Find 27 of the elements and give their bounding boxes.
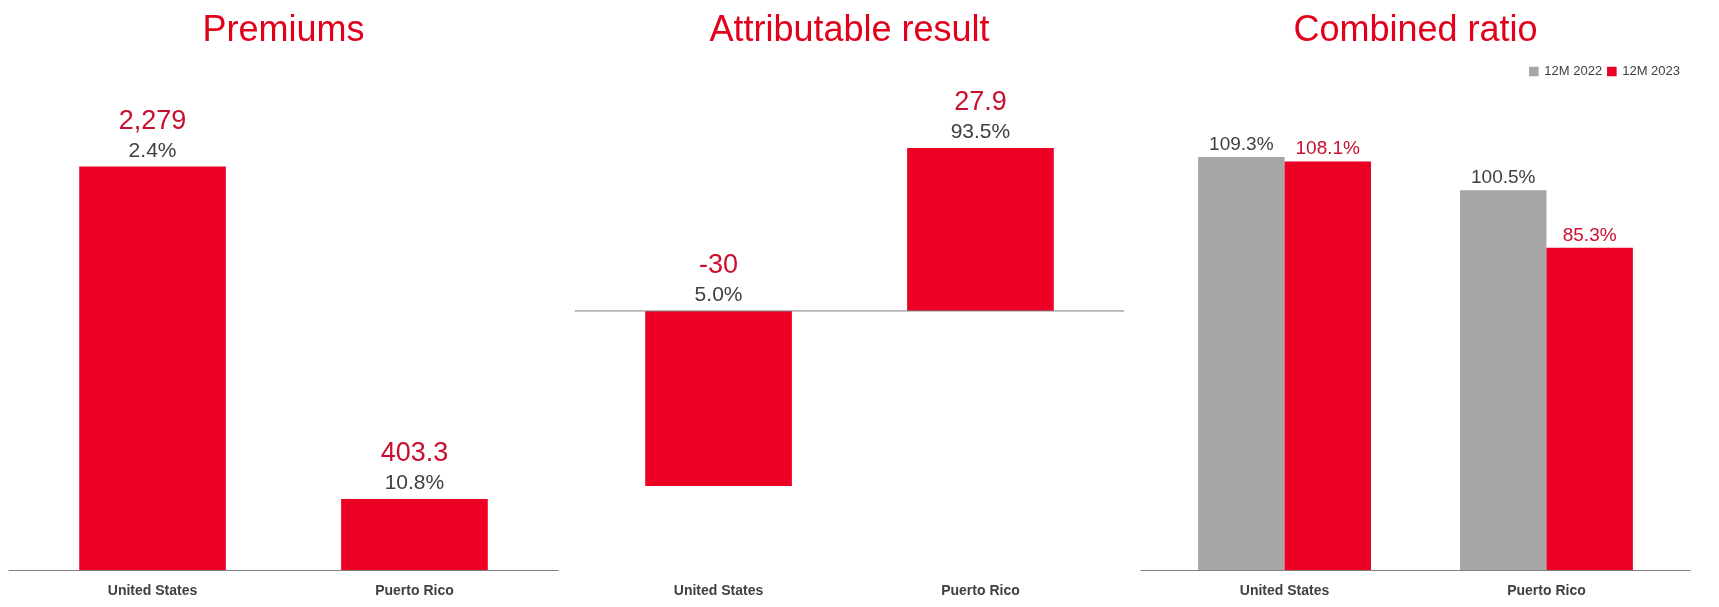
annotation: 10.8%: [384, 470, 445, 494]
x-tick-label: United States: [107, 581, 198, 598]
legend-label: 12M 2023: [1622, 63, 1680, 78]
data-label: 109.3%: [1209, 132, 1274, 154]
x-tick-label: Puerto Rico: [1507, 581, 1586, 598]
data-label: 100.5%: [1471, 166, 1536, 188]
data-label: 2,279: [118, 104, 187, 135]
bar: [1460, 190, 1547, 571]
annotation: 93.5%: [950, 119, 1011, 143]
x-tick-label: United States: [673, 581, 764, 598]
bar: [1546, 247, 1633, 571]
x-tick-label: Puerto Rico: [375, 581, 454, 598]
x-tick-label: United States: [1239, 581, 1330, 598]
bar: [1198, 156, 1285, 571]
chart-title: Premiums: [202, 7, 365, 49]
annotation: 5.0%: [694, 281, 743, 305]
data-label: 108.1%: [1295, 137, 1361, 159]
x-tick-label: Puerto Rico: [941, 581, 1020, 598]
legend-label: 12M 2022: [1544, 63, 1603, 78]
annotation: 2.4%: [128, 137, 177, 161]
chart-title: Attributable result: [709, 7, 990, 49]
data-label: 27.9: [954, 86, 1007, 117]
bar: [1284, 161, 1371, 571]
chart-title: Combined ratio: [1293, 7, 1538, 49]
data-label: 403.3: [380, 437, 449, 468]
data-label: 85.3%: [1562, 223, 1617, 245]
data-label: -30: [699, 248, 739, 279]
